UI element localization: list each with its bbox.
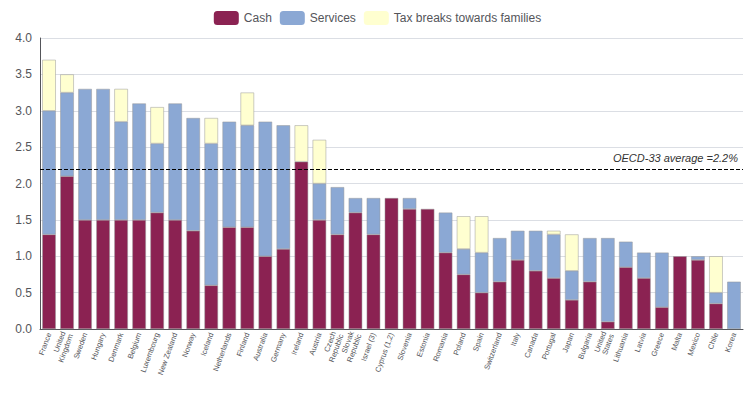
svg-text:2.0: 2.0 xyxy=(15,177,32,191)
svg-text:Cyprus (1,2): Cyprus (1,2) xyxy=(373,331,396,373)
svg-text:Romania: Romania xyxy=(431,331,450,363)
svg-text:Estonia: Estonia xyxy=(415,331,432,358)
svg-text:Belgium: Belgium xyxy=(126,331,144,360)
svg-text:Czech: Czech xyxy=(322,330,338,354)
svg-text:Japan: Japan xyxy=(561,331,576,353)
svg-text:United: United xyxy=(51,330,68,354)
svg-text:Norway: Norway xyxy=(180,331,197,358)
svg-text:Finland: Finland xyxy=(235,331,252,357)
svg-text:Mexico: Mexico xyxy=(686,331,703,356)
svg-text:Denmark: Denmark xyxy=(106,331,125,363)
svg-text:Republic: Republic xyxy=(345,332,364,364)
svg-text:Kingdom: Kingdom xyxy=(56,333,75,364)
svg-text:Republic: Republic xyxy=(327,332,346,364)
svg-text:4.0: 4.0 xyxy=(15,31,32,45)
svg-text:Netherlands: Netherlands xyxy=(211,331,233,372)
svg-text:3.0: 3.0 xyxy=(15,104,32,118)
svg-text:Slovak: Slovak xyxy=(339,330,356,355)
svg-text:Australia: Australia xyxy=(251,331,270,362)
svg-text:Korea: Korea xyxy=(723,331,739,354)
svg-text:Italy: Italy xyxy=(509,331,522,347)
svg-text:Austria: Austria xyxy=(307,331,324,357)
svg-text:Tax breaks towards families: Tax breaks towards families xyxy=(394,11,541,25)
svg-text:2.5: 2.5 xyxy=(15,140,32,154)
svg-text:Greece: Greece xyxy=(649,331,666,357)
svg-text:Germany: Germany xyxy=(269,331,288,363)
svg-text:1.0: 1.0 xyxy=(15,249,32,263)
svg-text:States: States xyxy=(600,332,616,356)
svg-text:Sweden: Sweden xyxy=(72,331,90,360)
svg-text:Malta: Malta xyxy=(669,331,684,352)
svg-text:OECD-33 average =2.2%: OECD-33 average =2.2% xyxy=(613,152,738,164)
svg-text:Iceland: Iceland xyxy=(199,331,216,357)
svg-text:United: United xyxy=(592,330,609,354)
svg-text:New Zealand: New Zealand xyxy=(156,331,180,376)
svg-text:Poland: Poland xyxy=(451,331,467,356)
svg-text:1.5: 1.5 xyxy=(15,213,32,227)
svg-text:Spain: Spain xyxy=(471,331,486,352)
svg-text:Latvia: Latvia xyxy=(633,331,649,354)
svg-text:Hungary: Hungary xyxy=(89,331,107,361)
svg-text:Switzerland: Switzerland xyxy=(482,331,504,371)
svg-text:Portugal: Portugal xyxy=(540,331,558,361)
svg-text:3.5: 3.5 xyxy=(15,67,32,81)
svg-text:Luxembourg: Luxembourg xyxy=(138,331,162,374)
svg-text:Chile: Chile xyxy=(706,331,720,350)
svg-text:Lithuania: Lithuania xyxy=(611,331,630,363)
svg-text:Bulgaria: Bulgaria xyxy=(576,331,594,361)
svg-text:Canada: Canada xyxy=(522,331,540,360)
svg-text:Cash: Cash xyxy=(244,11,272,25)
svg-text:Israel (3): Israel (3) xyxy=(359,331,378,362)
svg-text:Slovenia: Slovenia xyxy=(395,331,414,362)
svg-text:0.0: 0.0 xyxy=(15,322,32,336)
svg-text:0.5: 0.5 xyxy=(15,286,32,300)
svg-text:Services: Services xyxy=(310,11,356,25)
svg-text:Ireland: Ireland xyxy=(289,331,305,356)
svg-text:France: France xyxy=(37,331,53,356)
